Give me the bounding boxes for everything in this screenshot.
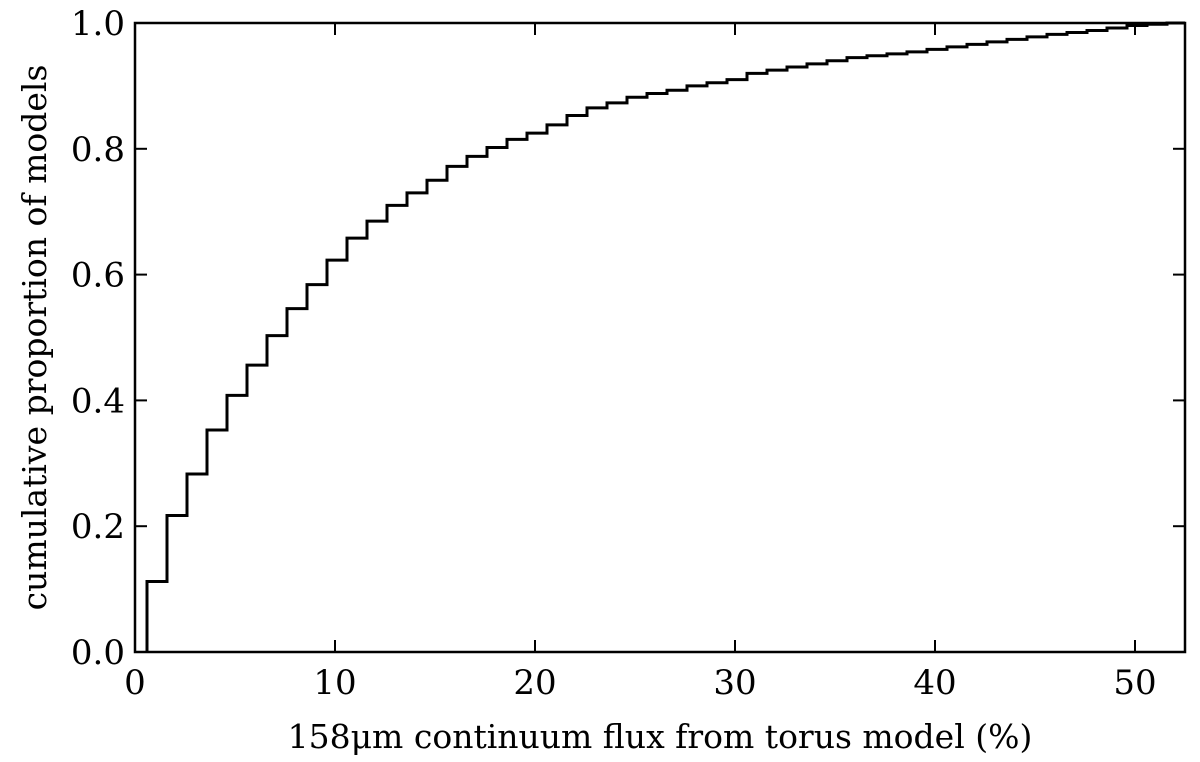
tick-labels-layer: 0 10 20 30 40 50 0.0 0.2 0.4 0.6 0.8 1.0 xyxy=(71,4,1157,703)
y-tick-label: 0.2 xyxy=(71,507,125,547)
x-tick-label: 20 xyxy=(513,663,556,703)
y-tick-label: 0.6 xyxy=(71,256,125,296)
x-tick-label: 50 xyxy=(1113,663,1156,703)
ticks-layer xyxy=(134,22,1185,653)
x-tick-label: 30 xyxy=(713,663,756,703)
y-tick-label: 0.8 xyxy=(71,130,125,170)
y-tick-label: 1.0 xyxy=(71,4,125,44)
cdf-step-line xyxy=(145,21,1185,652)
y-tick-label: 0.4 xyxy=(71,381,125,421)
x-tick-label: 0 xyxy=(124,663,146,703)
y-tick-label: 0.0 xyxy=(71,633,125,673)
plot-frame xyxy=(133,21,1187,654)
x-tick-label: 10 xyxy=(313,663,356,703)
x-tick-label: 40 xyxy=(913,663,956,703)
y-axis-label: cumulative proportion of models xyxy=(15,65,54,611)
x-axis-label: 158μm continuum flux from torus model (%… xyxy=(288,717,1033,756)
